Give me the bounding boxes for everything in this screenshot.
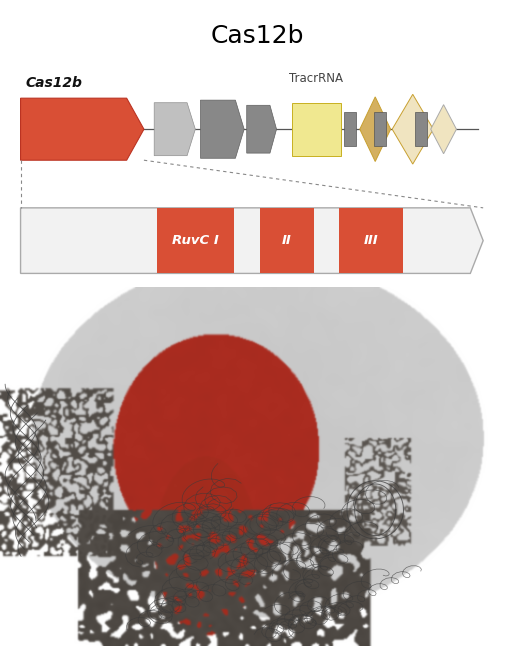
Bar <box>374 112 386 146</box>
Polygon shape <box>21 208 483 273</box>
Polygon shape <box>360 97 391 162</box>
Polygon shape <box>21 98 144 160</box>
Text: Cas12b: Cas12b <box>210 23 304 48</box>
Bar <box>157 208 234 273</box>
Polygon shape <box>154 103 195 156</box>
Text: TracrRNA: TracrRNA <box>289 72 343 85</box>
Bar <box>260 208 314 273</box>
Bar <box>292 103 341 156</box>
Bar <box>344 112 356 146</box>
Text: II: II <box>282 234 291 247</box>
Bar <box>339 208 403 273</box>
Polygon shape <box>247 105 277 153</box>
Text: III: III <box>364 234 379 247</box>
Text: Cas12b: Cas12b <box>26 76 83 90</box>
Bar <box>415 112 427 146</box>
Polygon shape <box>431 105 456 154</box>
Polygon shape <box>392 94 433 164</box>
Text: RuvC I: RuvC I <box>172 234 218 247</box>
Polygon shape <box>200 100 244 158</box>
